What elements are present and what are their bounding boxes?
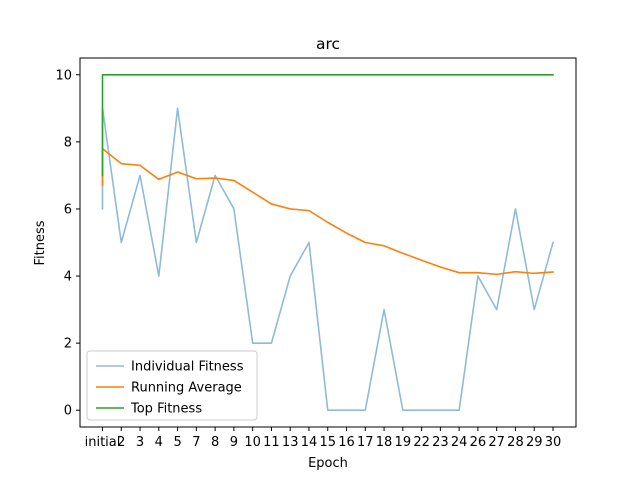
x-tick-label: 9 <box>230 435 238 450</box>
x-tick-label: 8 <box>211 435 219 450</box>
x-tick-label: 16 <box>338 435 355 450</box>
y-tick-label: 2 <box>64 337 72 352</box>
x-axis-title: Epoch <box>308 456 348 471</box>
x-tick-label: 23 <box>432 435 449 450</box>
x-tick-label: 15 <box>319 435 336 450</box>
x-tick-label: 4 <box>155 435 163 450</box>
x-tick-label: 17 <box>357 435 374 450</box>
y-tick-label: 8 <box>64 135 72 150</box>
legend-label: Top Fitness <box>130 402 202 417</box>
y-axis-title: Fitness <box>33 220 48 265</box>
x-tick-label: 2 <box>117 435 125 450</box>
x-tick-label: 10 <box>244 435 261 450</box>
x-tick-label: 18 <box>376 435 393 450</box>
series-line-2 <box>101 73 554 177</box>
x-tick-label: 7 <box>192 435 200 450</box>
x-tick-label: initial <box>85 435 121 450</box>
x-tick-label: 27 <box>488 435 505 450</box>
y-tick-label: 0 <box>64 404 72 419</box>
x-tick-label: 28 <box>507 435 524 450</box>
y-tick-label: 4 <box>64 270 72 285</box>
legend: Individual Fitness Running Average Top Fit… <box>86 350 258 421</box>
x-tick-label: 26 <box>470 435 487 450</box>
y-tick-label: 10 <box>55 68 72 83</box>
x-tick-label: 24 <box>451 435 468 450</box>
chart-title: arc <box>316 35 340 53</box>
x-tick-label: 29 <box>526 435 543 450</box>
legend-label: Running Average <box>131 381 242 396</box>
x-tick-label: 3 <box>136 435 144 450</box>
x-tick-label: 14 <box>301 435 318 450</box>
series-line-1 <box>101 147 554 276</box>
x-tick-label: 19 <box>395 435 412 450</box>
x-tick-label: 30 <box>545 435 562 450</box>
x-tick-label: 13 <box>282 435 299 450</box>
x-tick-label: 22 <box>413 435 430 450</box>
y-tick-label: 6 <box>64 202 72 217</box>
legend-label: Individual Fitness <box>131 360 244 375</box>
legend-box <box>86 350 258 421</box>
x-tick-label: 11 <box>263 435 280 450</box>
x-tick-label: 5 <box>173 435 181 450</box>
series-line-0 <box>101 107 554 412</box>
